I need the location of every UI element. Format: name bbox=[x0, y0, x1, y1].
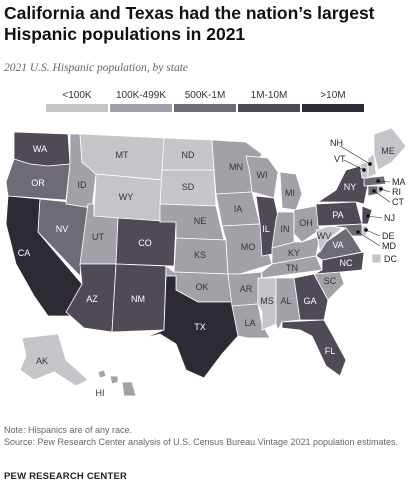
chart-title: California and Texas had the nation’s la… bbox=[4, 3, 375, 44]
state-label-nh: NH bbox=[330, 138, 343, 148]
legend-label: 100K-499K bbox=[115, 90, 167, 101]
state-label-ok: OK bbox=[195, 282, 208, 292]
state-label-wi: WI bbox=[257, 170, 268, 180]
state-label-hi: HI bbox=[96, 388, 105, 398]
org-credit: PEW RESEARCH CENTER bbox=[4, 471, 128, 482]
source-text: Source: Pew Research Center analysis of … bbox=[4, 437, 399, 447]
state-tn[interactable] bbox=[261, 255, 323, 279]
state-label-tx: TX bbox=[194, 322, 206, 332]
state-label-ia: IA bbox=[234, 204, 243, 214]
state-label-sd: SD bbox=[182, 182, 195, 192]
state-label-az: AZ bbox=[86, 294, 98, 304]
state-label-va: VA bbox=[332, 240, 343, 250]
state-label-ar: AR bbox=[240, 284, 253, 294]
state-label-ms: MS bbox=[260, 296, 274, 306]
state-label-ut: UT bbox=[92, 232, 104, 242]
state-label-fl: FL bbox=[325, 346, 336, 356]
legend-item-1m-10m: 1M-10M bbox=[238, 90, 300, 112]
state-nh[interactable] bbox=[367, 153, 377, 179]
state-nc[interactable] bbox=[313, 251, 365, 275]
state-label-mn: MN bbox=[229, 162, 243, 172]
state-label-oh: OH bbox=[299, 218, 313, 228]
state-label-id: ID bbox=[78, 180, 88, 190]
state-wv[interactable] bbox=[315, 225, 343, 254]
state-label-wa: WA bbox=[33, 144, 47, 154]
legend-swatch bbox=[174, 104, 236, 112]
us-states-map: WA OR CA NV ID MT WY UT CO AZ NM ND SD N… bbox=[5, 127, 407, 398]
legend-item-500k-1m: 500K-1M bbox=[174, 90, 236, 112]
state-label-de: DE bbox=[382, 231, 395, 241]
legend-item-under-100k: <100K bbox=[46, 90, 108, 112]
state-label-wy: WY bbox=[119, 192, 134, 202]
map-legend: <100K 100K-499K 500K-1M 1M-10M >10M bbox=[46, 90, 364, 120]
state-label-in: IN bbox=[281, 224, 290, 234]
state-label-nd: ND bbox=[182, 150, 195, 160]
state-tx[interactable] bbox=[143, 275, 239, 379]
state-label-ca: CA bbox=[18, 248, 31, 258]
state-me[interactable] bbox=[373, 127, 407, 171]
state-label-la: LA bbox=[244, 318, 255, 328]
legend-swatch bbox=[238, 104, 300, 112]
state-fl[interactable] bbox=[281, 319, 347, 377]
state-label-mi: MI bbox=[285, 188, 295, 198]
state-label-mt: MT bbox=[116, 150, 129, 160]
state-label-me: ME bbox=[381, 146, 395, 156]
state-label-or: OR bbox=[31, 178, 45, 188]
state-label-ny: NY bbox=[344, 182, 357, 192]
state-ga[interactable] bbox=[293, 273, 329, 321]
legend-label: 500K-1M bbox=[184, 90, 226, 101]
legend-item-over-10m: >10M bbox=[302, 90, 364, 112]
state-label-ne: NE bbox=[194, 216, 207, 226]
state-label-nc: NC bbox=[340, 258, 353, 268]
state-label-ak: AK bbox=[36, 356, 48, 366]
northeast-callout-lines bbox=[339, 145, 391, 247]
state-label-nv: NV bbox=[56, 224, 69, 234]
state-hi[interactable] bbox=[97, 369, 137, 397]
state-md[interactable] bbox=[329, 223, 363, 237]
state-label-ky: KY bbox=[288, 248, 300, 258]
state-label-vt: VT bbox=[334, 154, 346, 164]
state-ak[interactable] bbox=[19, 333, 89, 387]
state-mi[interactable] bbox=[279, 171, 303, 211]
state-label-mo: MO bbox=[241, 242, 256, 252]
state-label-pa: PA bbox=[332, 210, 343, 220]
state-label-ga: GA bbox=[303, 296, 316, 306]
state-label-co: CO bbox=[138, 238, 152, 248]
state-label-sc: SC bbox=[324, 276, 337, 286]
chart-subtitle: 2021 U.S. Hispanic population, by state bbox=[4, 62, 188, 74]
legend-swatch bbox=[302, 104, 364, 112]
legend-label: <100K bbox=[62, 90, 92, 101]
state-label-ct: CT bbox=[392, 197, 404, 207]
state-label-nj: NJ bbox=[384, 213, 395, 223]
state-label-md: MD bbox=[382, 241, 396, 251]
state-oh[interactable] bbox=[293, 205, 321, 243]
state-label-ri: RI bbox=[392, 187, 401, 197]
state-label-ks: KS bbox=[194, 250, 206, 260]
legend-label: >10M bbox=[320, 90, 346, 101]
state-label-il: IL bbox=[262, 224, 270, 234]
state-label-dc: DC bbox=[384, 254, 397, 264]
state-label-nm: NM bbox=[131, 294, 145, 304]
state-label-wv: WV bbox=[317, 231, 332, 241]
state-label-tn: TN bbox=[286, 263, 298, 273]
state-dc[interactable] bbox=[371, 253, 382, 264]
legend-swatch bbox=[46, 104, 108, 112]
note-text: Note: Hispanics are of any race. bbox=[4, 425, 133, 435]
legend-label: 1M-10M bbox=[250, 90, 288, 101]
legend-item-100k-499k: 100K-499K bbox=[110, 90, 172, 112]
chart-notes: Note: Hispanics are of any race. Source:… bbox=[4, 424, 414, 448]
legend-swatch bbox=[110, 104, 172, 112]
state-ma[interactable] bbox=[363, 175, 387, 187]
state-label-ma: MA bbox=[392, 177, 406, 187]
state-label-al: AL bbox=[280, 296, 291, 306]
